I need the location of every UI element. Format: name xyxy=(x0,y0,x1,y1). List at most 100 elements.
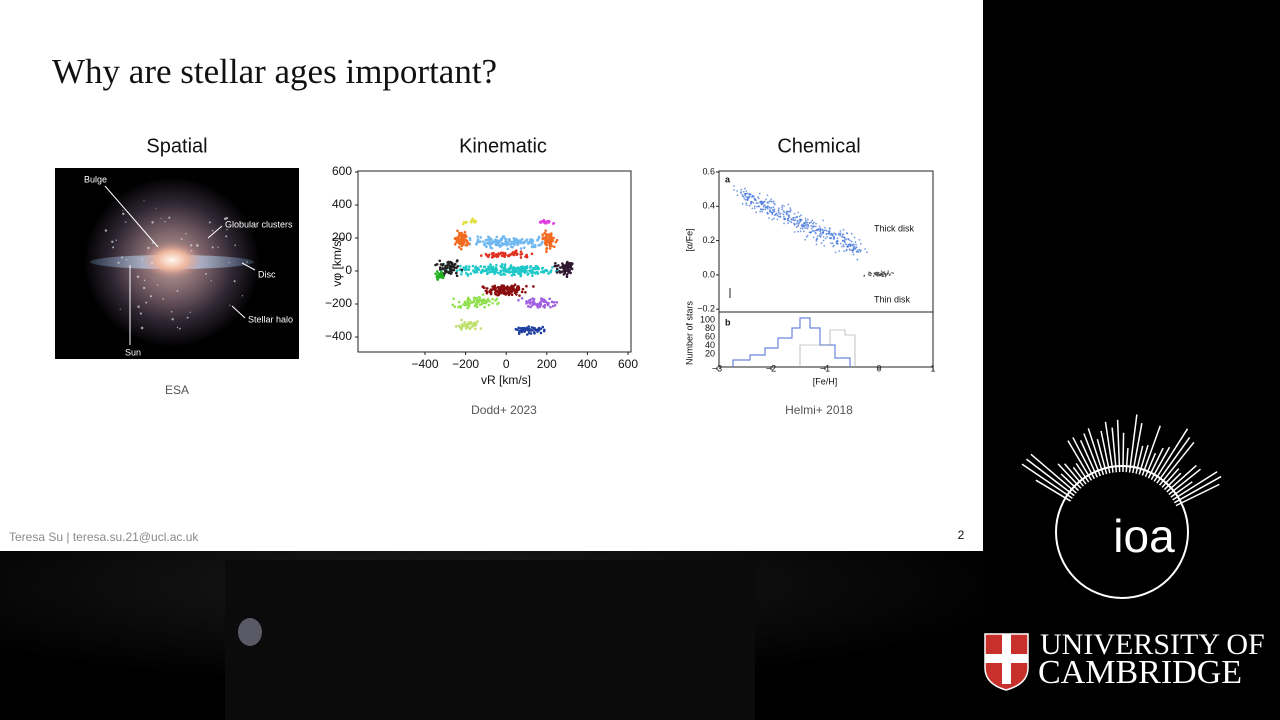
point xyxy=(444,270,448,274)
point xyxy=(745,190,748,192)
point xyxy=(812,222,814,225)
point xyxy=(783,218,786,221)
point xyxy=(565,275,569,279)
point xyxy=(460,323,464,326)
point xyxy=(471,264,475,268)
point xyxy=(512,268,515,272)
point xyxy=(777,209,780,212)
star xyxy=(117,261,120,264)
point xyxy=(475,305,479,309)
point xyxy=(459,306,462,309)
point xyxy=(441,276,445,280)
point xyxy=(458,242,462,246)
point xyxy=(836,237,839,240)
point xyxy=(779,212,782,215)
point xyxy=(472,300,476,304)
x-tick-label: 1 xyxy=(930,363,935,373)
point xyxy=(487,253,491,257)
point xyxy=(518,239,522,242)
point xyxy=(435,270,439,273)
point xyxy=(823,244,826,247)
y-tick-label: 600 xyxy=(332,164,352,178)
point xyxy=(757,205,760,208)
point xyxy=(757,197,760,200)
point xyxy=(822,230,825,233)
point xyxy=(878,274,880,277)
y-tick-label: 0.2 xyxy=(702,235,715,245)
star xyxy=(136,275,140,278)
point xyxy=(876,275,879,277)
ray xyxy=(1144,452,1157,478)
point xyxy=(525,326,529,330)
x-tick-label: −2 xyxy=(766,363,776,373)
point xyxy=(739,191,742,194)
star xyxy=(217,246,219,248)
point xyxy=(748,204,751,207)
point xyxy=(552,245,556,249)
point xyxy=(847,238,850,241)
point xyxy=(457,231,461,235)
star xyxy=(139,312,142,315)
star xyxy=(115,239,117,241)
point xyxy=(497,244,501,247)
point xyxy=(548,233,551,236)
point xyxy=(763,200,766,203)
point xyxy=(736,194,739,197)
point xyxy=(839,230,842,232)
point xyxy=(510,293,514,297)
star xyxy=(155,207,157,209)
axes-frame xyxy=(718,311,934,368)
point xyxy=(822,235,825,238)
point xyxy=(826,235,829,238)
axis-label: [Fe/H] xyxy=(813,376,838,386)
point xyxy=(828,233,831,235)
star xyxy=(156,284,159,286)
point xyxy=(508,268,512,271)
heading: Chemical xyxy=(777,135,860,157)
ray xyxy=(1173,475,1222,504)
point xyxy=(502,269,506,272)
point xyxy=(561,265,564,269)
point xyxy=(474,327,477,331)
point xyxy=(446,263,449,267)
point xyxy=(453,305,457,309)
point xyxy=(466,297,470,301)
point xyxy=(829,237,832,240)
point xyxy=(499,270,502,274)
y-tick-label: 0.0 xyxy=(702,269,715,279)
point xyxy=(803,224,806,227)
point xyxy=(540,267,544,270)
point xyxy=(475,270,479,274)
point xyxy=(839,242,842,245)
point xyxy=(555,301,559,304)
point xyxy=(484,269,488,273)
point xyxy=(482,265,486,269)
point xyxy=(522,246,526,249)
point xyxy=(481,285,485,288)
point xyxy=(842,245,845,248)
star xyxy=(151,242,154,244)
ray xyxy=(1122,432,1125,473)
star xyxy=(211,246,214,249)
point xyxy=(465,220,468,224)
point xyxy=(464,265,468,268)
point xyxy=(531,303,534,307)
point xyxy=(807,225,810,228)
point xyxy=(502,267,506,270)
point xyxy=(474,268,478,272)
point xyxy=(552,221,556,225)
point xyxy=(812,236,815,239)
point xyxy=(549,244,553,247)
point xyxy=(785,213,788,216)
point xyxy=(779,215,782,218)
point xyxy=(527,272,530,275)
point xyxy=(569,261,573,265)
point xyxy=(859,249,862,252)
point xyxy=(541,298,545,302)
bulge xyxy=(142,242,202,278)
point xyxy=(758,192,761,195)
ray xyxy=(1147,447,1164,479)
point xyxy=(445,265,449,269)
point xyxy=(477,300,480,304)
